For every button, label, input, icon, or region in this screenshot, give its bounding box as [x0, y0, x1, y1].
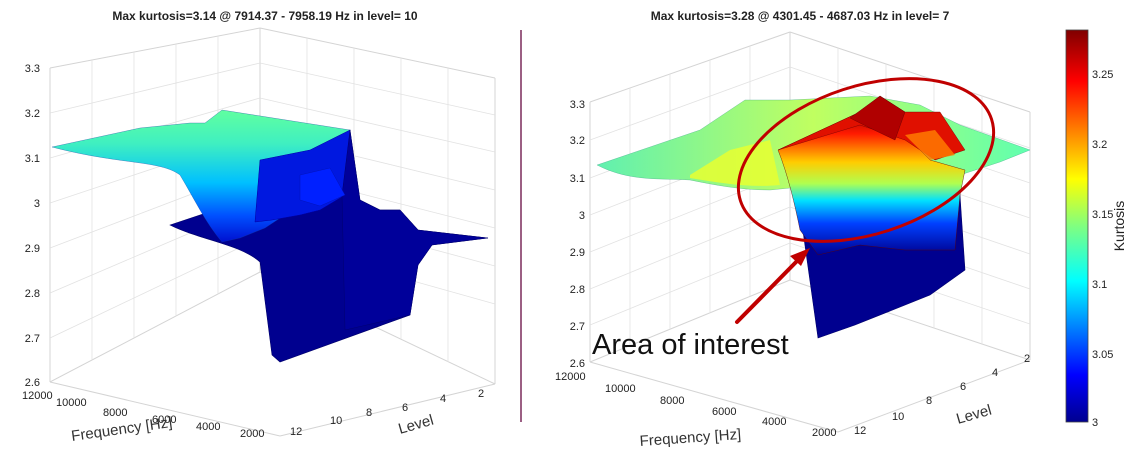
right-x-tick: 12000: [555, 371, 586, 383]
left-z-tick: 3.1: [25, 153, 40, 165]
left-y-axis-label: Level: [396, 412, 435, 438]
colorbar-gradient: [1065, 29, 1089, 423]
colorbar: 3.25 3.2 3.15 3.1 3.05 3 Kurtosis: [1065, 29, 1127, 429]
right-surface-peak: [849, 95, 906, 141]
left-z-tick: 2.7: [25, 333, 40, 345]
right-surface-orange: [905, 130, 955, 160]
right-y-tick: 4: [992, 367, 998, 379]
annotation-label: Area of interest: [592, 329, 789, 361]
right-x-ticks: 12000 10000 8000 6000 4000 2000: [555, 371, 836, 439]
right-z-tick: 3.2: [570, 135, 585, 147]
right-z-tick: 3.1: [570, 173, 585, 185]
left-x-tick: 2000: [240, 428, 264, 440]
left-x-tick: 6000: [152, 414, 176, 426]
right-plot: Max kurtosis=3.28 @ 4301.45 - 4687.03 Hz…: [555, 9, 1031, 450]
left-plot-title: Max kurtosis=3.14 @ 7914.37 - 7958.19 Hz…: [112, 9, 418, 23]
left-z-ticks: 3.3 3.2 3.1 3 2.9 2.8 2.7 2.6: [25, 63, 40, 389]
right-x-tick: 2000: [812, 427, 836, 439]
left-y-tick: 8: [366, 407, 372, 419]
right-x-tick: 8000: [660, 395, 684, 407]
left-y-tick: 6: [402, 402, 408, 414]
left-x-tick: 8000: [103, 407, 127, 419]
left-z-tick: 2.8: [25, 288, 40, 300]
annotation-arrowhead: [790, 248, 810, 266]
left-z-tick: 3.3: [25, 63, 40, 75]
colorbar-tick: 3.2: [1092, 139, 1107, 151]
left-z-tick: 2.6: [25, 377, 40, 389]
colorbar-tick: 3.25: [1092, 69, 1113, 81]
left-z-tick: 2.9: [25, 243, 40, 255]
right-y-tick: 10: [892, 411, 904, 423]
colorbar-tick: 3: [1092, 417, 1098, 429]
right-y-tick: 2: [1024, 353, 1030, 365]
right-y-tick: 6: [960, 381, 966, 393]
right-z-tick: 2.6: [570, 358, 585, 370]
colorbar-tick: 3.15: [1092, 209, 1113, 221]
right-z-tick: 3.3: [570, 99, 585, 111]
left-surface-ridge: [299, 167, 346, 207]
right-y-ticks: 12 10 8 6 4 2: [854, 353, 1030, 437]
right-y-tick: 8: [926, 395, 932, 407]
right-z-tick: 3: [579, 210, 585, 222]
left-y-tick: 12: [290, 426, 302, 438]
left-plot: Max kurtosis=3.14 @ 7914.37 - 7958.19 Hz…: [22, 9, 496, 445]
right-z-ticks: 3.3 3.2 3.1 3 2.9 2.8 2.7 2.6: [570, 99, 585, 370]
left-x-tick: 12000: [22, 390, 53, 402]
left-y-ticks: 12 10 8 6 4 2: [290, 388, 484, 438]
left-y-tick: 10: [330, 415, 342, 427]
colorbar-ticks: 3.25 3.2 3.15 3.1 3.05 3: [1092, 69, 1113, 429]
colorbar-label: Kurtosis: [1111, 201, 1127, 252]
left-z-tick: 3.2: [25, 108, 40, 120]
right-plot-title: Max kurtosis=3.28 @ 4301.45 - 4687.03 Hz…: [651, 9, 950, 23]
colorbar-tick: 3.05: [1092, 349, 1113, 361]
right-x-axis-label: Frequency [Hz]: [639, 426, 742, 450]
left-x-tick: 4000: [196, 421, 220, 433]
left-y-tick: 2: [478, 388, 484, 400]
right-x-tick: 4000: [762, 416, 786, 428]
right-z-tick: 2.8: [570, 284, 585, 296]
left-x-tick: 10000: [56, 397, 87, 409]
right-y-axis-label: Level: [954, 402, 993, 428]
right-x-tick: 6000: [712, 406, 736, 418]
right-surface-yellow: [690, 140, 780, 186]
left-x-ticks: 12000 10000 8000 6000 4000 2000: [22, 390, 264, 440]
colorbar-tick: 3.1: [1092, 279, 1107, 291]
left-y-tick: 4: [440, 393, 446, 405]
right-x-tick: 10000: [605, 383, 636, 395]
annotation-arrow: [735, 256, 802, 324]
right-z-tick: 2.7: [570, 321, 585, 333]
left-z-tick: 3: [34, 198, 40, 210]
right-z-tick: 2.9: [570, 247, 585, 259]
left-surface-cliff: [341, 129, 489, 331]
right-y-tick: 12: [854, 425, 866, 437]
annotation-ellipse: [736, 77, 996, 243]
